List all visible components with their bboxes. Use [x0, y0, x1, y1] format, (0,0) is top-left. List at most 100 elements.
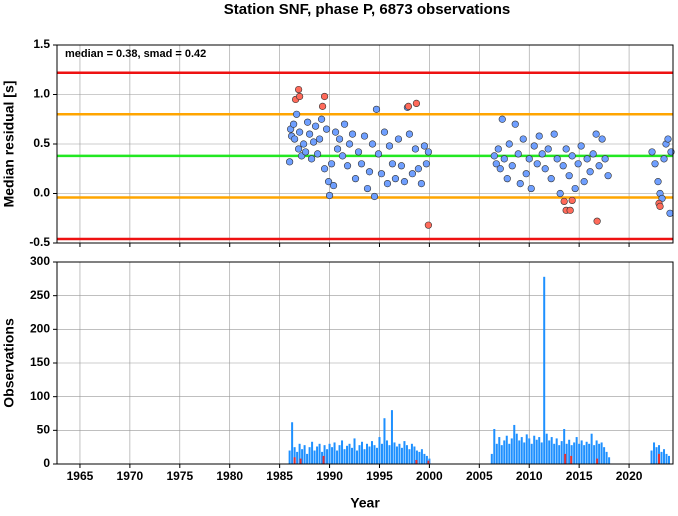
bar	[326, 449, 329, 464]
data-point	[654, 178, 662, 186]
bar	[398, 443, 401, 464]
bar	[548, 440, 551, 464]
bar	[298, 443, 301, 464]
bar	[563, 428, 566, 464]
data-point	[422, 160, 431, 168]
x-tick-label: 1990	[316, 469, 343, 483]
bar	[333, 442, 336, 464]
bar	[580, 440, 583, 464]
x-tick-label: 1970	[117, 469, 144, 483]
annotation: median = 0.38, smad = 0.42	[65, 48, 206, 60]
bar	[593, 445, 596, 464]
data-point	[598, 135, 606, 143]
data-point	[343, 162, 352, 170]
bar	[520, 437, 523, 464]
data-point	[514, 150, 522, 158]
bar	[515, 433, 518, 464]
bar	[585, 441, 588, 464]
bar	[493, 428, 496, 464]
bar	[338, 445, 341, 464]
data-point	[296, 128, 304, 136]
y-tick-label: 250	[30, 288, 50, 302]
y-tick-label: 1.0	[33, 87, 50, 101]
data-point	[397, 162, 406, 170]
bar	[495, 443, 498, 464]
data-point	[290, 120, 298, 128]
bar	[663, 449, 666, 464]
data-point	[408, 170, 417, 178]
data-point	[315, 135, 324, 143]
data-point	[357, 160, 366, 168]
bar	[351, 447, 354, 464]
data-point	[411, 145, 420, 153]
data-point	[577, 142, 585, 150]
data-point	[648, 148, 656, 156]
bar	[321, 451, 324, 464]
data-point	[565, 172, 573, 180]
data-point	[325, 191, 334, 200]
bar	[311, 441, 314, 464]
bar	[425, 455, 428, 464]
bar	[538, 437, 541, 464]
data-point	[311, 122, 320, 130]
bar	[408, 449, 411, 464]
bar	[505, 435, 508, 464]
bar	[393, 442, 396, 464]
bar	[565, 443, 568, 464]
x-tick-label: 1985	[266, 469, 293, 483]
data-point	[414, 165, 423, 173]
data-point	[604, 172, 612, 180]
data-point	[664, 135, 672, 143]
data-point	[301, 148, 310, 156]
data-point	[404, 102, 413, 110]
data-point	[394, 135, 403, 143]
bar	[508, 443, 511, 464]
bar	[348, 443, 351, 464]
data-point	[374, 150, 383, 158]
data-point	[560, 197, 568, 206]
bar	[288, 450, 291, 464]
bar	[306, 453, 309, 464]
bar	[658, 453, 661, 464]
bar	[555, 438, 558, 464]
bar	[503, 440, 506, 464]
bar	[600, 442, 603, 464]
data-point	[295, 85, 303, 94]
bar	[308, 447, 311, 464]
bar	[605, 451, 608, 464]
bar	[528, 438, 531, 464]
bar	[550, 437, 553, 464]
x-tick-label: 1965	[67, 469, 94, 483]
bar	[296, 451, 299, 464]
y-tick-label: 100	[30, 389, 50, 403]
data-point	[351, 175, 360, 183]
bar	[608, 457, 611, 464]
data-point	[601, 155, 609, 163]
x-tick-label: 1995	[366, 469, 393, 483]
data-point	[571, 184, 579, 193]
x-axis-label: Year	[350, 495, 380, 511]
bar	[403, 441, 406, 464]
bar	[323, 445, 326, 464]
data-point	[417, 180, 426, 188]
data-point	[592, 130, 600, 138]
x-tick-label: 2015	[566, 469, 593, 483]
data-point	[656, 202, 664, 210]
data-point	[293, 110, 301, 118]
bar	[665, 453, 668, 464]
bar	[316, 446, 319, 464]
bar	[578, 443, 581, 464]
y-axis-label: Observations	[1, 318, 17, 408]
data-point	[391, 175, 400, 183]
data-point	[496, 165, 504, 173]
bar	[535, 439, 538, 464]
data-point	[377, 170, 386, 178]
bar	[533, 435, 536, 464]
data-point	[322, 125, 331, 133]
data-point	[385, 142, 394, 150]
y-tick-label: -0.5	[29, 235, 50, 249]
bar	[568, 439, 571, 464]
bar	[405, 445, 408, 464]
bar	[650, 450, 653, 464]
